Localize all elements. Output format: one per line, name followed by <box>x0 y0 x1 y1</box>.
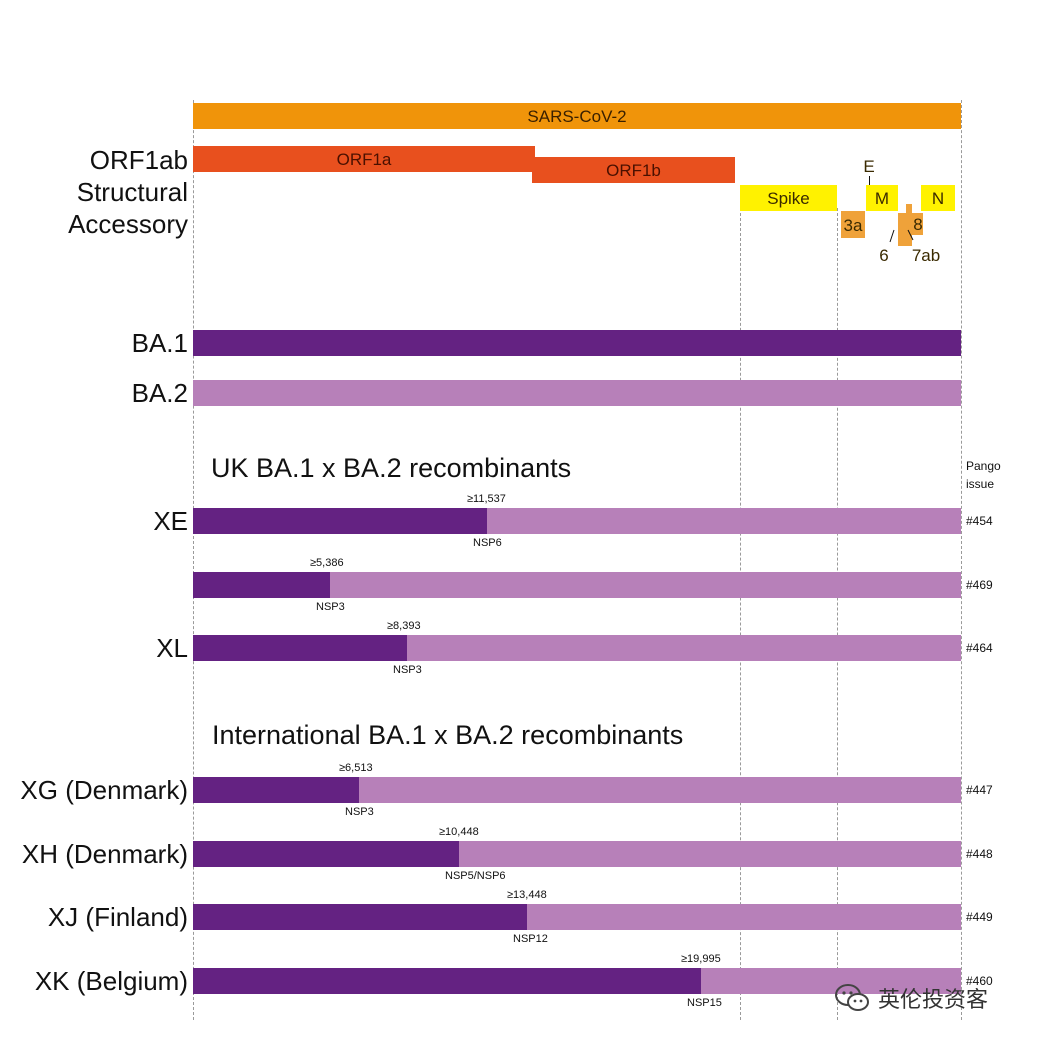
ba2-label: BA.2 <box>131 378 188 408</box>
guide-line-spike-start <box>740 208 741 1020</box>
m-bar: M <box>866 185 898 211</box>
ba1-segment <box>193 904 527 930</box>
orf1b-label: ORF1b <box>606 161 661 180</box>
orf1b-bar: ORF1b <box>532 157 735 183</box>
accessory-7ab-label: 7ab <box>911 246 941 265</box>
intl-section-title: International BA.1 x BA.2 recombinants <box>212 720 684 750</box>
recombinant-name: XG (Denmark) <box>20 775 188 805</box>
accessory-3a-label: 3a <box>843 216 863 235</box>
gene-region-label: NSP3 <box>316 601 345 613</box>
recombinant-name: XJ (Finland) <box>47 902 188 932</box>
pango-issue-number: #469 <box>966 578 993 592</box>
gene-region-label: NSP3 <box>345 806 374 818</box>
accessory-7ab-bar <box>906 204 912 246</box>
accessory-row-label: Accessory <box>68 209 188 239</box>
gene-region-label: NSP6 <box>473 537 502 549</box>
pango-issue-number: #449 <box>966 910 993 924</box>
watermark-text: 英伦投资客 <box>878 988 989 1013</box>
accessory-6-bar <box>898 213 907 246</box>
ba1-segment <box>193 968 701 994</box>
accessory-8-label: 8 <box>913 215 923 234</box>
m-label: M <box>874 189 890 208</box>
breakpoint-label: ≥8,393 <box>387 620 421 632</box>
breakpoint-label: ≥5,386 <box>310 557 344 569</box>
ba1-segment <box>193 635 407 661</box>
wechat-icon <box>835 984 869 1011</box>
gene-region-label: NSP15 <box>687 997 722 1009</box>
pango-issue-number: #460 <box>966 974 993 988</box>
guide-line-end <box>961 100 962 1020</box>
recombinant-name: XE <box>153 506 188 536</box>
n-bar: N <box>921 185 955 211</box>
orf1a-label: ORF1a <box>336 150 392 169</box>
uk-section-title: UK BA.1 x BA.2 recombinants <box>211 453 572 483</box>
ba1-bar <box>193 330 961 356</box>
breakpoint-label: ≥10,448 <box>439 826 479 838</box>
spike-label: Spike <box>767 189 810 208</box>
sars-cov-2-label: SARS-CoV-2 <box>527 107 627 126</box>
accessory-leader-lines <box>889 229 914 243</box>
pango-header-line1: Pango <box>966 459 1001 473</box>
e-tick <box>869 176 870 188</box>
orf1ab-row-label: ORF1ab <box>89 145 188 175</box>
breakpoint-label: ≥19,995 <box>681 953 721 965</box>
orf1a-bar: ORF1a <box>193 146 535 172</box>
pango-issue-number: #464 <box>966 641 993 655</box>
pango-issue-number: #448 <box>966 847 993 861</box>
guide-line-start <box>193 100 194 1020</box>
recombinant-name: XL <box>156 633 188 663</box>
pango-issue-number: #454 <box>966 514 993 528</box>
recombinant-name: XH (Denmark) <box>21 839 188 869</box>
sars-cov-2-bar: SARS-CoV-2 <box>193 103 961 129</box>
structural-row-label: Structural <box>76 177 188 207</box>
pango-header-line2: issue <box>966 477 995 491</box>
accessory-3a-bar: 3a <box>841 211 865 238</box>
ba1-segment <box>193 777 359 803</box>
ba1-segment <box>193 572 330 598</box>
accessory-8-bar: 8 <box>912 213 923 235</box>
breakpoint-label: ≥6,513 <box>339 762 373 774</box>
gene-region-label: NSP3 <box>393 664 422 676</box>
pango-issue-number: #447 <box>966 783 993 797</box>
ba1-segment <box>193 508 487 534</box>
accessory-6-label: 6 <box>879 246 889 265</box>
gene-region-label: NSP12 <box>513 933 548 945</box>
watermark: 英伦投资客 <box>834 982 988 1014</box>
breakpoint-label: ≥11,537 <box>467 493 506 505</box>
recombinant-name: XK (Belgium) <box>34 966 188 996</box>
spike-bar: Spike <box>740 185 837 211</box>
breakpoint-label: ≥13,448 <box>507 889 547 901</box>
n-label: N <box>931 189 945 208</box>
ba1-segment <box>193 841 459 867</box>
ba2-bar <box>193 380 961 406</box>
guide-line-spike-end <box>837 208 838 1020</box>
gene-region-label: NSP5/NSP6 <box>445 870 506 882</box>
ba1-label: BA.1 <box>131 328 188 358</box>
e-label: E <box>863 157 875 176</box>
